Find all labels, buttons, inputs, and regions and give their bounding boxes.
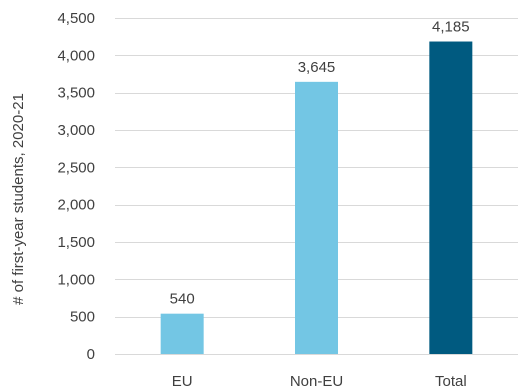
- y-axis-ticks: 0 500 1,000 1,500 2,000 2,500 3,000 3,500 4,000 4…: [57, 10, 95, 363]
- y-tick-label: 500: [70, 309, 95, 326]
- bar-total: [429, 41, 473, 355]
- x-axis-categories: EU Non-EU Total: [172, 373, 467, 390]
- y-tick-label: 1,500: [57, 234, 95, 251]
- y-tick-label: 4,000: [57, 47, 95, 64]
- y-tick-label: 0: [87, 346, 95, 363]
- x-category-label: Non-EU: [290, 373, 343, 390]
- x-category-label: Total: [435, 373, 467, 390]
- data-label: 540: [170, 291, 195, 308]
- y-axis-title: # of first-year students, 2020-21: [10, 93, 27, 305]
- y-tick-label: 1,000: [57, 271, 95, 288]
- y-tick-label: 3,500: [57, 85, 95, 102]
- bar-eu: [160, 313, 204, 354]
- y-tick-label: 2,000: [57, 197, 95, 214]
- data-label: 3,645: [298, 59, 336, 76]
- y-tick-label: 4,500: [57, 10, 95, 27]
- y-tick-label: 2,500: [57, 159, 95, 176]
- bar-non-eu: [295, 81, 338, 354]
- data-labels: 540 3,645 4,185: [170, 19, 470, 308]
- x-category-label: EU: [172, 373, 193, 390]
- data-label: 4,185: [432, 19, 470, 36]
- y-tick-label: 3,000: [57, 122, 95, 139]
- bars: [160, 41, 473, 355]
